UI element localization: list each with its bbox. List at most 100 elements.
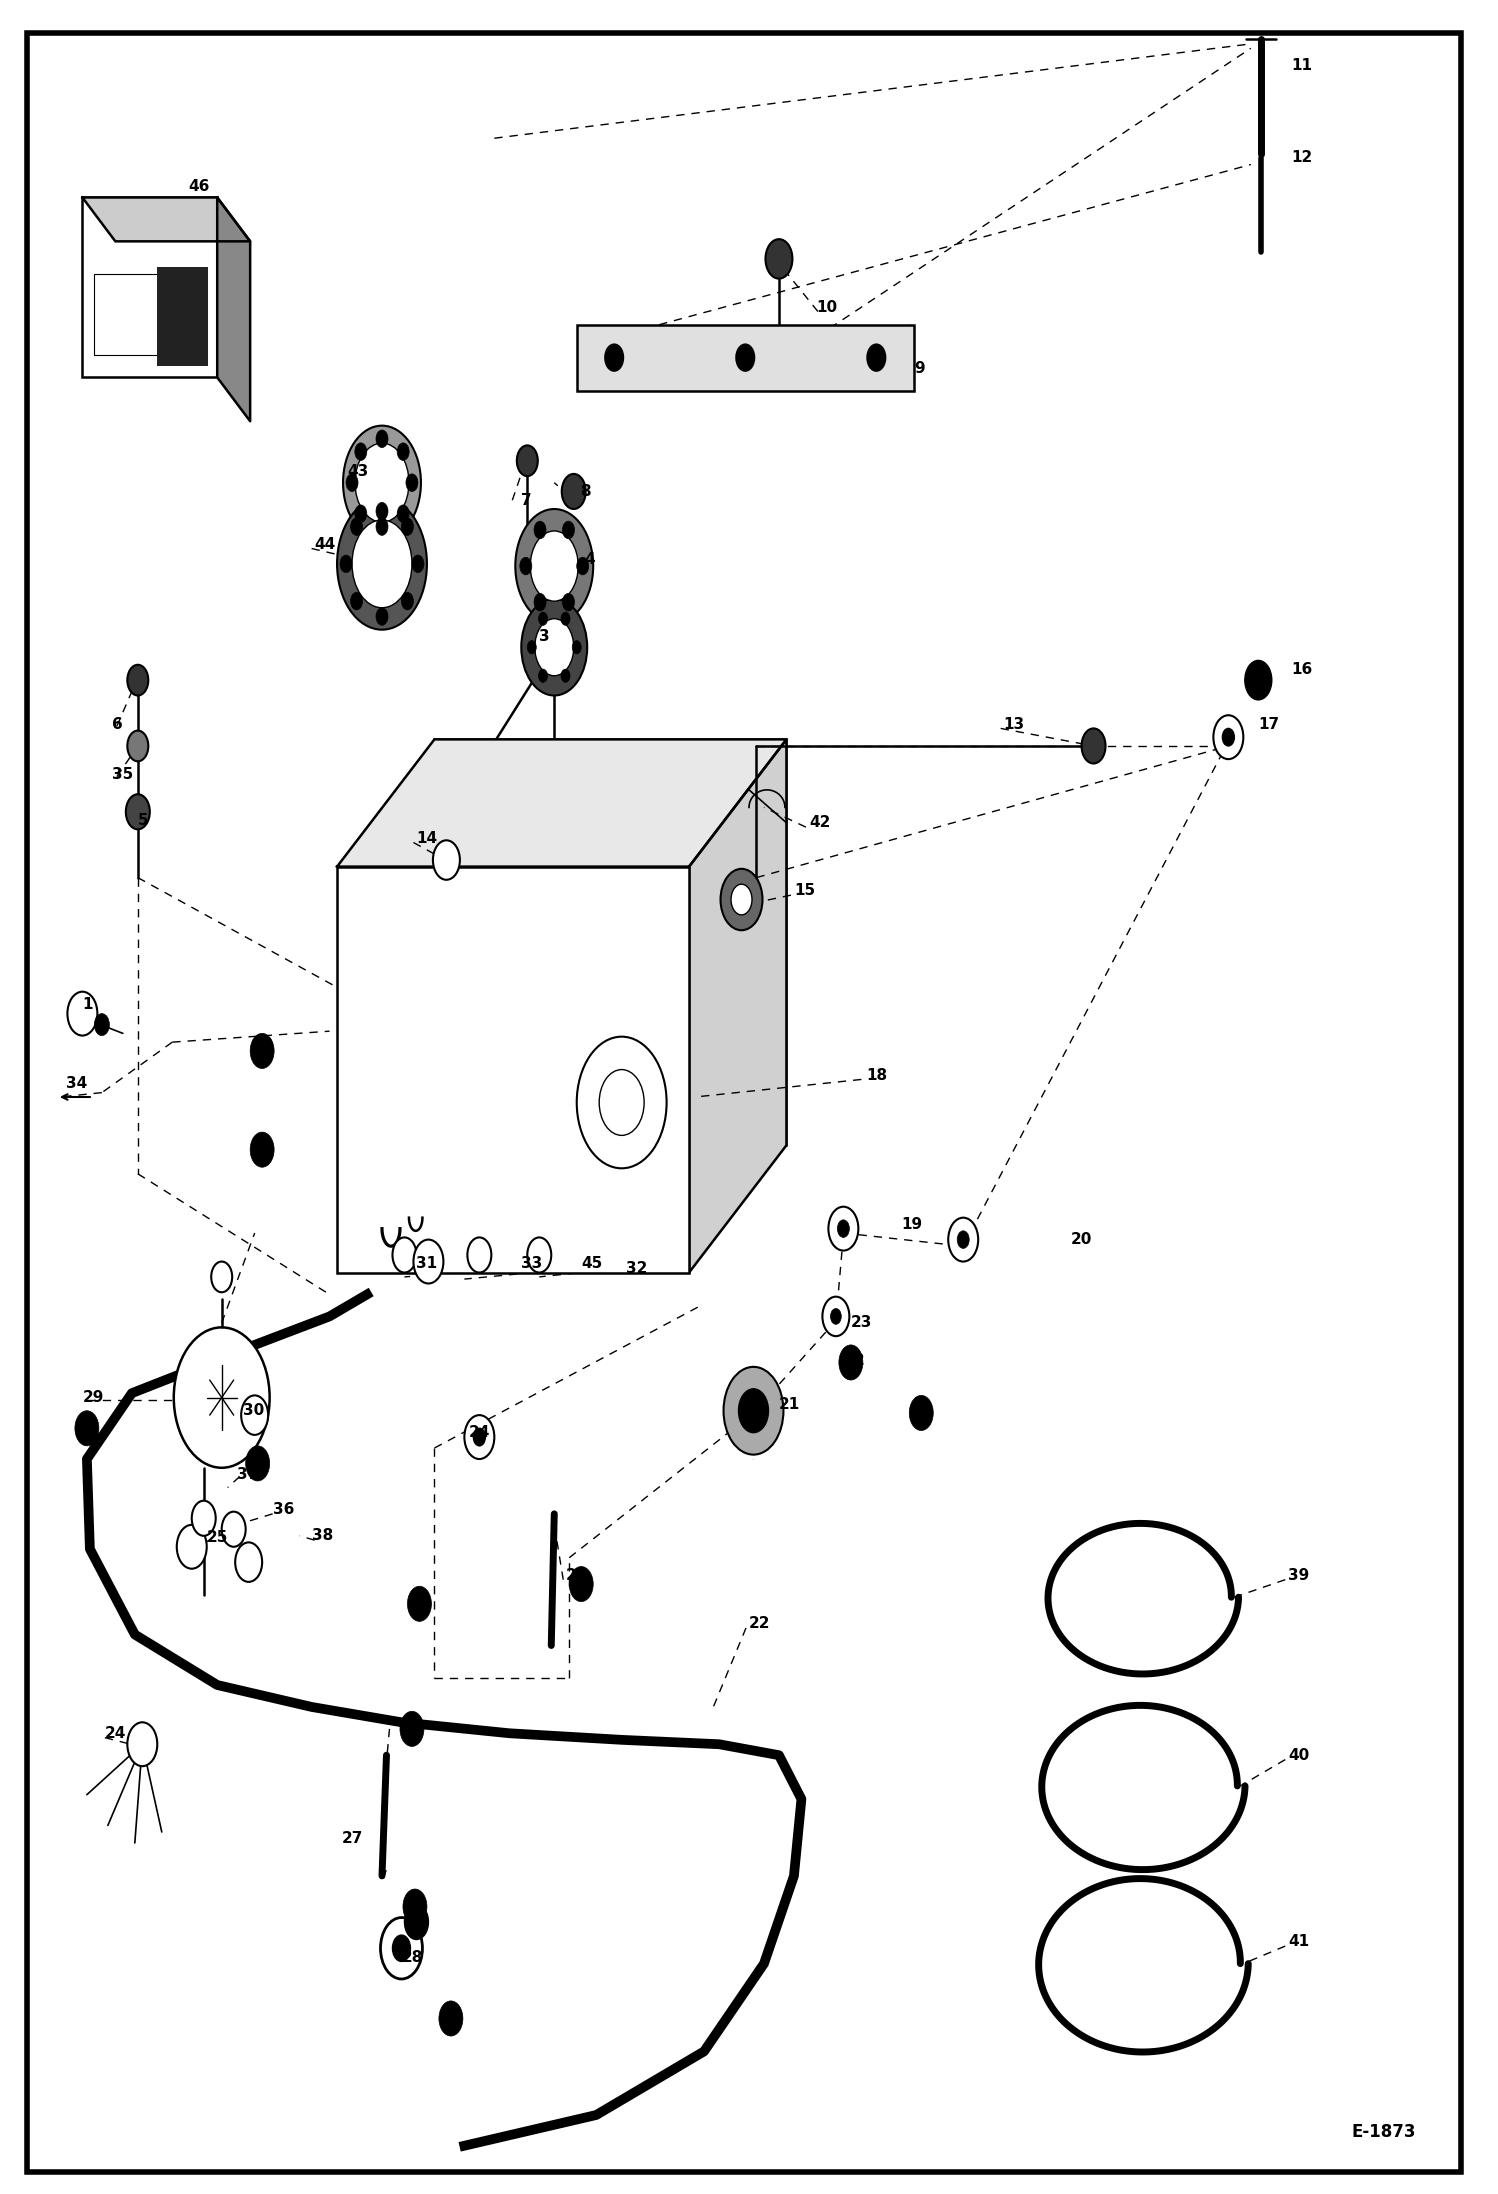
Circle shape [599,1068,644,1136]
Circle shape [577,557,589,575]
Text: 25: 25 [207,1531,228,1545]
Circle shape [376,430,388,448]
Circle shape [406,474,418,491]
Text: 46: 46 [189,180,210,193]
Text: 2: 2 [87,1420,97,1433]
Circle shape [407,1586,431,1621]
Circle shape [563,522,574,540]
Text: 29: 29 [82,1391,103,1404]
Circle shape [909,1395,933,1430]
Text: 33: 33 [521,1257,542,1270]
Circle shape [376,502,388,520]
Circle shape [765,239,792,279]
Circle shape [1213,715,1243,759]
Text: 26: 26 [566,1569,587,1582]
Bar [157,268,208,366]
Text: 3: 3 [539,630,550,643]
Polygon shape [689,739,786,1273]
Circle shape [535,592,545,610]
Circle shape [830,1308,842,1325]
Circle shape [731,884,752,915]
Text: 7: 7 [521,494,532,507]
Circle shape [222,1512,246,1547]
Circle shape [355,443,409,522]
Text: 22: 22 [749,1617,770,1630]
Circle shape [538,669,548,682]
Text: 30: 30 [243,1404,264,1417]
Text: 43: 43 [348,465,369,478]
Circle shape [75,1411,99,1446]
Text: 24: 24 [105,1727,126,1740]
Circle shape [527,641,536,654]
Circle shape [1222,728,1234,746]
Text: 10: 10 [816,301,837,314]
Text: 18: 18 [866,1068,887,1082]
Text: 15: 15 [794,884,815,897]
Circle shape [355,443,367,461]
Circle shape [721,869,762,930]
Circle shape [948,1218,978,1262]
Circle shape [1245,660,1272,700]
Circle shape [577,1038,667,1167]
Text: 45: 45 [581,1257,602,1270]
Circle shape [241,1395,268,1435]
Text: 2: 2 [262,1141,273,1154]
Text: 6: 6 [112,717,123,731]
Circle shape [126,794,150,829]
Text: 21: 21 [779,1398,800,1411]
Circle shape [737,344,753,371]
Circle shape [340,555,352,573]
Circle shape [346,474,358,491]
Text: 31: 31 [416,1257,437,1270]
Circle shape [337,498,427,630]
Text: 2: 2 [412,1902,422,1915]
Circle shape [467,1237,491,1273]
Text: 2: 2 [854,1354,864,1367]
Circle shape [177,1525,207,1569]
Circle shape [439,2001,463,2036]
Text: 39: 39 [1288,1569,1309,1582]
Circle shape [867,344,885,371]
Text: 20: 20 [1071,1233,1092,1246]
Circle shape [822,1297,849,1336]
Circle shape [464,1415,494,1459]
Circle shape [211,1262,232,1292]
Text: 37: 37 [237,1468,258,1481]
Circle shape [94,1014,109,1036]
Circle shape [351,592,363,610]
Circle shape [837,1220,849,1237]
Circle shape [517,445,538,476]
Text: 2: 2 [262,1038,273,1051]
Circle shape [351,518,363,535]
Polygon shape [337,739,786,867]
Circle shape [535,522,545,540]
Circle shape [250,1132,274,1167]
Circle shape [957,1231,969,1248]
Bar [577,325,914,391]
Text: 42: 42 [809,816,830,829]
Text: 14: 14 [416,832,437,845]
Circle shape [174,1327,270,1468]
Text: 41: 41 [1288,1935,1309,1948]
Circle shape [380,1918,422,1979]
Text: 5: 5 [138,814,148,827]
Circle shape [355,505,367,522]
Circle shape [563,592,574,610]
Circle shape [376,608,388,625]
Text: 32: 32 [626,1262,647,1275]
Text: 12: 12 [1291,151,1312,165]
Circle shape [538,612,548,625]
Text: 2: 2 [449,2012,460,2025]
Circle shape [569,1567,593,1602]
Circle shape [235,1542,262,1582]
Circle shape [376,518,388,535]
Text: 2: 2 [252,1455,262,1468]
Circle shape [560,612,569,625]
Circle shape [724,1367,783,1455]
Circle shape [515,509,593,623]
Circle shape [67,992,97,1036]
Circle shape [392,1237,416,1273]
Circle shape [1082,728,1106,764]
Bar [82,197,217,377]
Circle shape [403,1889,427,1924]
